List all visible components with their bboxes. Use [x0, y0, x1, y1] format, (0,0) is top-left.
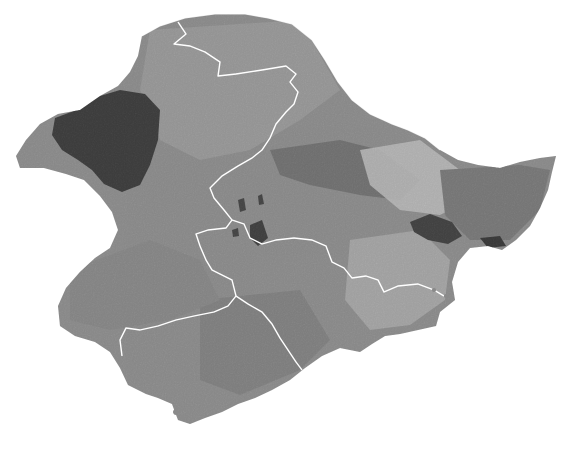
island — [173, 409, 179, 415]
region-boundaries — [119, 13, 445, 371]
boundary-north-west — [173, 21, 299, 297]
island — [432, 288, 436, 292]
boundary-south-central — [119, 295, 237, 357]
boundary-central-east — [231, 219, 445, 297]
boundary-south-east — [235, 295, 303, 371]
islands — [173, 288, 448, 420]
coast-outline — [141, 13, 441, 151]
island — [181, 416, 185, 420]
island — [444, 294, 448, 298]
